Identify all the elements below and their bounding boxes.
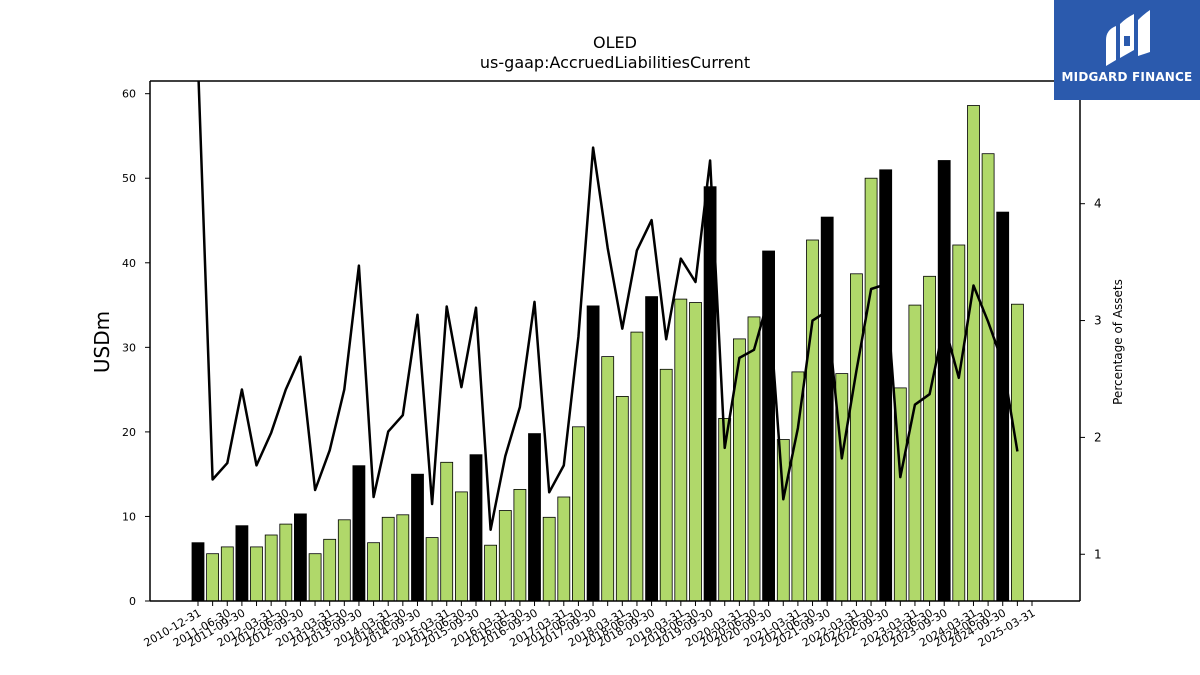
brand-logo: MIDGARD FINANCE — [1054, 0, 1200, 100]
bar-2012-03-31 — [264, 534, 278, 602]
bar-2021-06-30 — [806, 239, 819, 602]
bar-2015-06-30 — [454, 491, 468, 602]
y-tick-label: 20 — [122, 426, 136, 439]
bar-2017-06-30 — [572, 426, 585, 602]
y2-ticks: 1 2 3 4 — [1080, 197, 1102, 561]
bar-2023-12-31 — [952, 244, 966, 602]
bar-2024-03-31 — [967, 105, 980, 602]
bar-2020-06-30 — [747, 316, 761, 602]
x-ticks: 2010-12-312011-06-302011-09-302012-03-31… — [142, 601, 1038, 650]
bar-2015-12-31 — [484, 544, 498, 602]
bar-2013-03-31 — [323, 538, 337, 602]
bar-2017-03-31 — [557, 496, 571, 602]
bar-2019-06-30 — [689, 302, 702, 602]
bar-2023-09-30 — [937, 160, 951, 602]
brand-name: MIDGARD FINANCE — [1061, 70, 1193, 84]
percentage-line — [197, 81, 1019, 531]
bar-2016-06-30 — [513, 488, 527, 602]
chart-title: OLED — [593, 33, 637, 52]
bar-2011-12-31 — [250, 546, 263, 602]
y-tick-label: 40 — [122, 257, 136, 270]
bar-2024-06-30 — [981, 153, 995, 602]
bar-2018-03-31 — [615, 395, 629, 602]
bar-2013-12-31 — [367, 542, 381, 602]
bar-2013-06-30 — [337, 519, 351, 602]
bar-2021-09-30 — [820, 216, 834, 602]
bar-2015-09-30 — [469, 454, 483, 602]
bar-2010-12-31 — [191, 542, 205, 602]
bar-2023-06-30 — [923, 275, 936, 602]
bar-2018-12-31 — [659, 368, 673, 602]
bar-2012-09-30 — [293, 513, 307, 602]
chart-subtitle: us-gaap:AccruedLiabilitiesCurrent — [480, 53, 750, 72]
bar-2014-09-30 — [411, 473, 424, 602]
bar-2014-06-30 — [396, 514, 410, 602]
y-tick-label: 50 — [122, 172, 136, 185]
bar-2013-09-30 — [352, 465, 366, 602]
bar-2023-03-31 — [908, 304, 922, 602]
bar-2024-09-30 — [996, 211, 1010, 602]
y-tick-label: 60 — [122, 88, 136, 101]
line-group — [197, 81, 1019, 531]
bar-2011-03-31 — [206, 553, 220, 602]
bar-2022-06-30 — [864, 177, 878, 602]
bar-2018-09-30 — [645, 296, 658, 602]
bar-2011-06-30 — [220, 546, 234, 602]
y2-tick-label: 2 — [1094, 430, 1102, 444]
bar-2016-03-31 — [498, 510, 512, 602]
bar-2022-03-31 — [850, 273, 863, 602]
y2-tick-label: 3 — [1094, 314, 1102, 328]
bar-2014-12-31 — [425, 537, 439, 602]
bar-2012-06-30 — [279, 523, 293, 602]
bar-2019-03-31 — [674, 298, 688, 602]
bar-2012-12-31 — [308, 553, 322, 602]
y-ticks: 0 10 20 30 40 50 60 — [122, 88, 150, 608]
y-tick-label: 10 — [122, 510, 136, 523]
bar-2011-09-30 — [235, 525, 249, 602]
bar-2022-09-30 — [879, 169, 893, 602]
bar-2018-06-30 — [630, 331, 644, 602]
y-tick-label: 30 — [122, 341, 136, 354]
bar-2017-09-30 — [586, 305, 600, 602]
y2-tick-label: 1 — [1094, 547, 1102, 561]
bar-2024-12-31 — [1011, 303, 1024, 602]
bar-2014-03-31 — [381, 516, 395, 602]
bar-2016-09-30 — [528, 433, 541, 602]
bar-2020-12-31 — [776, 439, 790, 602]
bars-group — [191, 105, 1024, 602]
axes-group — [149, 80, 1081, 602]
y-tick-label: 0 — [129, 595, 136, 608]
y-axis-label: USDm — [90, 311, 114, 373]
y2-axis-label: Percentage of Assets — [1111, 279, 1125, 405]
logo-mark-icon — [1106, 10, 1150, 66]
y2-tick-label: 4 — [1094, 197, 1102, 211]
bar-2016-12-31 — [542, 516, 556, 602]
bar-2015-03-31 — [440, 461, 454, 602]
bar-2017-12-31 — [601, 356, 615, 602]
